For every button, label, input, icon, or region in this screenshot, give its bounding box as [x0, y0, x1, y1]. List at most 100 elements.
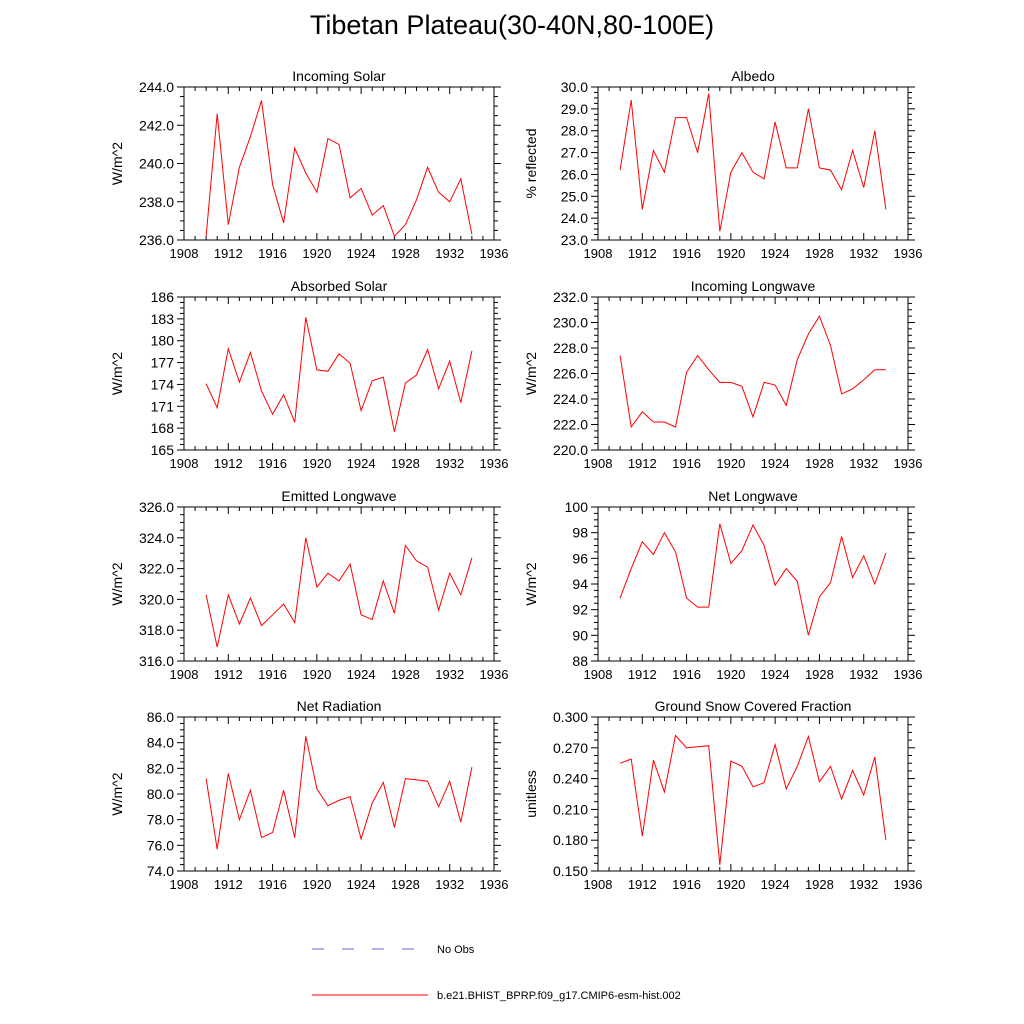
x-tick-label: 1924 [761, 667, 790, 682]
x-tick-label: 1928 [391, 667, 420, 682]
y-tick-label: 90 [572, 627, 588, 643]
x-tick-label: 1908 [584, 456, 613, 471]
y-tick-label: 165 [151, 442, 175, 458]
series-line [619, 93, 887, 232]
x-tick-label: 1920 [302, 456, 331, 471]
y-tick-label: 242.0 [139, 117, 174, 133]
y-tick-label: 183 [151, 311, 175, 327]
y-tick-label: 230.0 [553, 315, 588, 331]
y-tick-label: 74.0 [147, 863, 174, 879]
x-tick-label: 1924 [347, 246, 376, 261]
x-tick-label: 1920 [302, 667, 331, 682]
x-tick-label: 1920 [302, 246, 331, 261]
y-tick-label: 318.0 [139, 622, 174, 638]
panel-title: Net Radiation [297, 698, 382, 714]
y-tick-label: 171 [151, 398, 175, 414]
x-tick-label: 1932 [435, 667, 464, 682]
y-tick-label: 0.240 [553, 771, 588, 787]
x-tick-label: 1932 [849, 667, 878, 682]
y-tick-label: 76.0 [147, 837, 174, 853]
y-tick-label: 324.0 [139, 530, 174, 546]
y-tick-label: 24.0 [561, 210, 588, 226]
x-tick-label: 1920 [716, 877, 745, 892]
x-tick-label: 1912 [628, 877, 657, 892]
y-tick-label: 174 [151, 376, 175, 392]
y-tick-label: 80.0 [147, 786, 174, 802]
y-tick-label: 84.0 [147, 735, 174, 751]
x-tick-label: 1932 [849, 877, 878, 892]
x-tick-label: 1916 [672, 246, 701, 261]
series-line [205, 100, 473, 238]
x-tick-label: 1936 [480, 877, 509, 892]
x-tick-label: 1936 [480, 667, 509, 682]
x-tick-label: 1924 [761, 246, 790, 261]
y-tick-label: 30.0 [561, 79, 588, 95]
y-axis-label: W/m^2 [109, 352, 125, 395]
x-tick-label: 1924 [347, 877, 376, 892]
y-tick-label: 96 [572, 550, 588, 566]
x-tick-label: 1928 [805, 456, 834, 471]
y-tick-label: 226.0 [553, 366, 588, 382]
x-tick-label: 1924 [347, 456, 376, 471]
panel-title: Ground Snow Covered Fraction [655, 698, 852, 714]
y-tick-label: 78.0 [147, 812, 174, 828]
series-line [205, 736, 473, 850]
y-tick-label: 86.0 [147, 709, 174, 725]
y-tick-label: 28.0 [561, 123, 588, 139]
panel-title: Incoming Longwave [691, 278, 816, 294]
x-tick-label: 1912 [628, 456, 657, 471]
x-tick-label: 1908 [170, 456, 199, 471]
y-tick-label: 92 [572, 602, 588, 618]
x-tick-label: 1932 [849, 456, 878, 471]
panel-2: Albedo % reflected 1908 1912 1916 1920 1924 192… [523, 68, 922, 261]
panel-1: Incoming Solar W/m^2 1908 1912 1916 1920 1924 1… [109, 68, 508, 261]
y-tick-label: 0.210 [553, 801, 588, 817]
x-tick-label: 1916 [672, 667, 701, 682]
x-tick-label: 1920 [716, 456, 745, 471]
panel-frame [597, 506, 909, 662]
y-tick-label: 0.300 [553, 709, 588, 725]
x-tick-label: 1912 [628, 246, 657, 261]
y-tick-label: 240.0 [139, 156, 174, 172]
panel-title: Net Longwave [708, 488, 798, 504]
panel-title: Albedo [731, 68, 775, 84]
panel-frame [597, 296, 909, 451]
y-axis-label: W/m^2 [109, 562, 125, 605]
y-tick-label: 236.0 [139, 232, 174, 248]
x-tick-label: 1936 [480, 246, 509, 261]
y-tick-label: 238.0 [139, 194, 174, 210]
x-tick-label: 1912 [214, 246, 243, 261]
series-line [205, 317, 473, 432]
panel-frame [597, 716, 909, 872]
y-tick-label: 88 [572, 653, 588, 669]
x-tick-label: 1920 [302, 877, 331, 892]
y-axis-label: W/m^2 [523, 352, 539, 395]
y-tick-label: 228.0 [553, 340, 588, 356]
x-tick-label: 1936 [894, 456, 923, 471]
panel-3: Absorbed Solar W/m^2 1908 1912 1916 1920 1924 1… [109, 278, 508, 471]
x-tick-label: 1912 [214, 456, 243, 471]
x-tick-label: 1936 [894, 246, 923, 261]
x-tick-label: 1916 [258, 456, 287, 471]
x-tick-label: 1916 [258, 667, 287, 682]
x-tick-label: 1924 [761, 456, 790, 471]
y-tick-label: 177 [151, 355, 175, 371]
x-tick-label: 1912 [628, 667, 657, 682]
panel-frame [183, 86, 495, 241]
x-tick-label: 1936 [894, 667, 923, 682]
y-tick-label: 26.0 [561, 166, 588, 182]
page-title: Tibetan Plateau(30-40N,80-100E) [309, 10, 715, 40]
series-line [619, 314, 886, 429]
x-tick-label: 1932 [435, 246, 464, 261]
y-tick-label: 94 [572, 576, 588, 592]
x-tick-label: 1908 [170, 667, 199, 682]
y-tick-label: 326.0 [139, 499, 174, 515]
y-tick-label: 29.0 [561, 101, 588, 117]
x-tick-label: 1928 [391, 877, 420, 892]
y-tick-label: 100 [565, 499, 589, 515]
y-tick-label: 0.180 [553, 832, 588, 848]
x-tick-label: 1912 [214, 667, 243, 682]
x-tick-label: 1908 [584, 246, 613, 261]
x-tick-label: 1916 [258, 246, 287, 261]
